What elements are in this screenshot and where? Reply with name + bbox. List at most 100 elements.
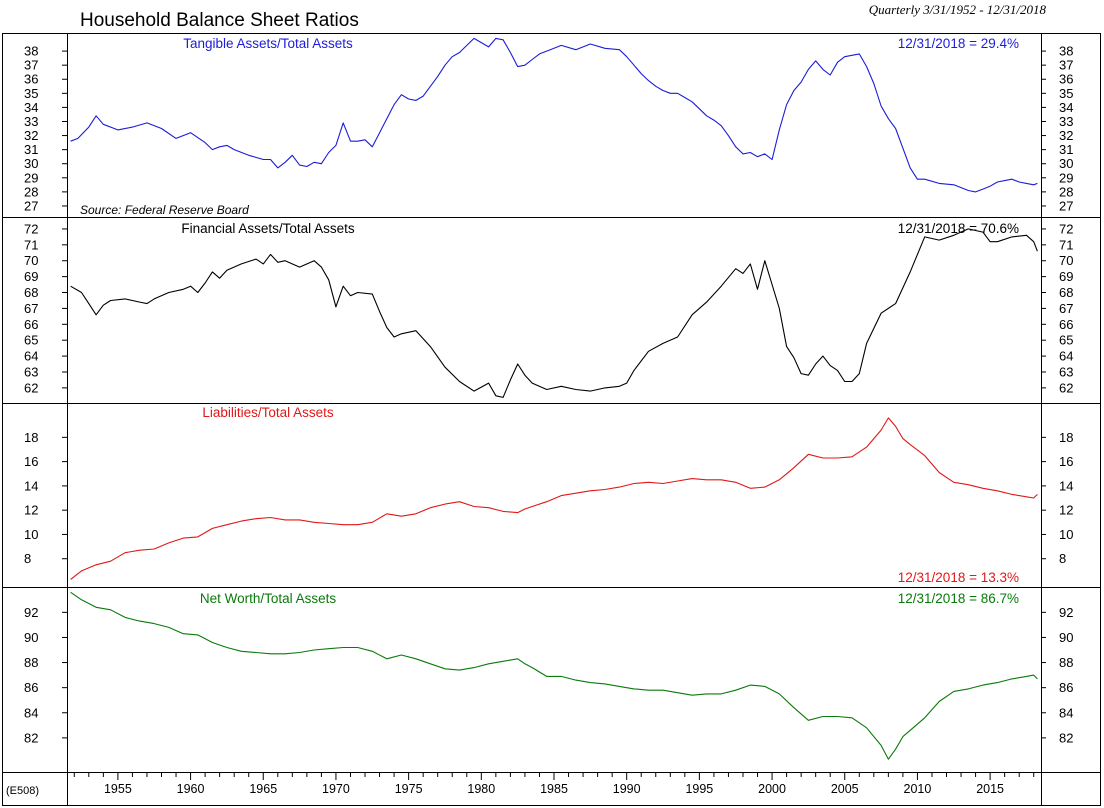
y-tick-label-left: 71 <box>24 237 38 252</box>
y-tick-label-left: 70 <box>24 253 38 268</box>
panel-title: Net Worth/Total Assets <box>200 591 337 606</box>
y-tick-label-left: 64 <box>24 349 38 364</box>
y-tick-label-left: 27 <box>24 198 38 213</box>
y-tick-label-right: 33 <box>1059 114 1073 129</box>
y-tick-label-right: 8 <box>1059 551 1066 566</box>
x-tick-label: 1990 <box>613 782 641 796</box>
y-tick-label-right: 27 <box>1059 198 1073 213</box>
y-tick-label-right: 62 <box>1059 380 1073 395</box>
y-tick-label-left: 37 <box>24 58 38 73</box>
y-tick-label-right: 63 <box>1059 364 1073 379</box>
y-tick-label-left: 90 <box>24 630 38 645</box>
y-tick-label-right: 34 <box>1059 100 1073 115</box>
y-tick-label-left: 14 <box>24 478 38 493</box>
latest-value-label: 12/31/2018 = 86.7% <box>898 591 1019 606</box>
y-tick-label-left: 18 <box>24 430 38 445</box>
y-tick-label-left: 88 <box>24 655 38 670</box>
y-tick-label-right: 65 <box>1059 333 1073 348</box>
x-tick-label: 1955 <box>104 782 132 796</box>
y-tick-label-left: 92 <box>24 605 38 620</box>
y-tick-label-right: 71 <box>1059 237 1073 252</box>
y-tick-label-right: 66 <box>1059 317 1073 332</box>
y-tick-label-right: 32 <box>1059 128 1073 143</box>
x-tick-label: 2010 <box>904 782 932 796</box>
y-tick-label-right: 86 <box>1059 680 1073 695</box>
x-tick-label: 1965 <box>249 782 277 796</box>
date-range-label: Quarterly 3/31/1952 - 12/31/2018 <box>868 2 1046 17</box>
y-tick-label-right: 67 <box>1059 301 1073 316</box>
x-tick-label: 1960 <box>177 782 205 796</box>
y-tick-label-right: 64 <box>1059 349 1073 364</box>
y-tick-label-left: 82 <box>24 730 38 745</box>
y-tick-label-left: 38 <box>24 44 38 59</box>
y-tick-label-right: 16 <box>1059 454 1073 469</box>
y-tick-label-left: 84 <box>24 705 38 720</box>
panel-title: Tangible Assets/Total Assets <box>183 36 353 51</box>
y-tick-label-right: 37 <box>1059 58 1073 73</box>
x-tick-label: 1975 <box>395 782 423 796</box>
y-tick-label-right: 38 <box>1059 44 1073 59</box>
y-tick-label-left: 62 <box>24 380 38 395</box>
y-tick-label-right: 84 <box>1059 705 1073 720</box>
y-tick-label-left: 30 <box>24 156 38 171</box>
y-tick-label-right: 69 <box>1059 269 1073 284</box>
y-tick-label-left: 69 <box>24 269 38 284</box>
y-tick-label-right: 72 <box>1059 221 1073 236</box>
y-tick-label-right: 68 <box>1059 285 1073 300</box>
y-tick-label-left: 16 <box>24 454 38 469</box>
y-tick-label-left: 67 <box>24 301 38 316</box>
y-tick-label-right: 36 <box>1059 72 1073 87</box>
x-tick-label: 2000 <box>758 782 786 796</box>
y-tick-label-right: 12 <box>1059 503 1073 518</box>
panel-title: Liabilities/Total Assets <box>202 405 334 420</box>
y-tick-label-left: 28 <box>24 184 38 199</box>
y-tick-label-left: 66 <box>24 317 38 332</box>
series-line <box>70 37 1038 193</box>
y-tick-label-left: 29 <box>24 170 38 185</box>
latest-value-label: 12/31/2018 = 13.3% <box>898 570 1019 585</box>
y-tick-label-right: 70 <box>1059 253 1073 268</box>
y-tick-label-right: 10 <box>1059 527 1073 542</box>
y-tick-label-right: 14 <box>1059 478 1073 493</box>
y-tick-label-left: 33 <box>24 114 38 129</box>
y-tick-label-left: 68 <box>24 285 38 300</box>
y-tick-label-left: 8 <box>24 551 31 566</box>
y-tick-label-left: 36 <box>24 72 38 87</box>
chart-title: Household Balance Sheet Ratios <box>80 10 359 31</box>
x-tick-label: 1995 <box>685 782 713 796</box>
chart-code-label: (E508) <box>6 785 40 797</box>
x-tick-label: 2015 <box>976 782 1004 796</box>
y-tick-label-right: 30 <box>1059 156 1073 171</box>
y-tick-label-left: 10 <box>24 527 38 542</box>
y-tick-label-right: 90 <box>1059 630 1073 645</box>
y-tick-label-left: 34 <box>24 100 38 115</box>
y-tick-label-right: 29 <box>1059 170 1073 185</box>
y-tick-label-left: 86 <box>24 680 38 695</box>
y-tick-label-left: 31 <box>24 142 38 157</box>
latest-value-label: 12/31/2018 = 70.6% <box>898 221 1019 236</box>
latest-value-label: 12/31/2018 = 29.4% <box>898 36 1019 51</box>
series-line <box>70 591 1038 760</box>
y-tick-label-right: 18 <box>1059 430 1073 445</box>
y-tick-label-left: 65 <box>24 333 38 348</box>
y-tick-label-right: 28 <box>1059 184 1073 199</box>
y-tick-label-right: 92 <box>1059 605 1073 620</box>
panel-title: Financial Assets/Total Assets <box>181 221 355 236</box>
series-line <box>70 417 1038 580</box>
y-tick-label-left: 32 <box>24 128 38 143</box>
x-tick-label: 1985 <box>540 782 568 796</box>
x-tick-label: 2005 <box>831 782 859 796</box>
y-tick-label-left: 12 <box>24 503 38 518</box>
y-tick-label-left: 72 <box>24 221 38 236</box>
y-tick-label-left: 63 <box>24 364 38 379</box>
x-tick-label: 1980 <box>467 782 495 796</box>
y-tick-label-right: 31 <box>1059 142 1073 157</box>
x-tick-label: 1970 <box>322 782 350 796</box>
series-line <box>70 228 1038 398</box>
x-axis-frame <box>2 772 1101 806</box>
source-note: Source: Federal Reserve Board <box>80 203 249 217</box>
y-tick-label-left: 35 <box>24 86 38 101</box>
y-tick-label-right: 88 <box>1059 655 1073 670</box>
y-tick-label-right: 35 <box>1059 86 1073 101</box>
